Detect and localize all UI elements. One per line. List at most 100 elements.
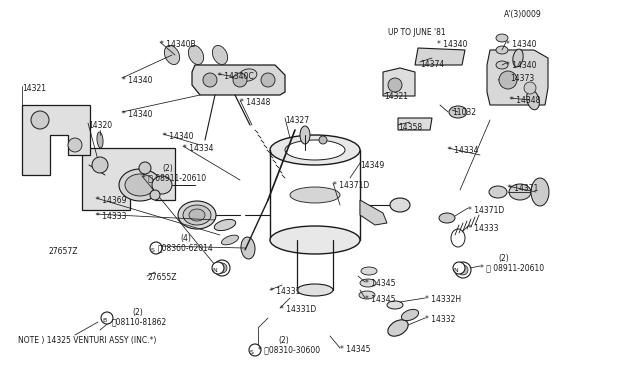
Text: * 14371D: * 14371D — [468, 205, 504, 215]
Text: NOTE ) 14325 VENTURI ASSY (INC.*): NOTE ) 14325 VENTURI ASSY (INC.*) — [18, 336, 156, 344]
Circle shape — [92, 157, 108, 173]
Text: * 14371: * 14371 — [508, 183, 538, 192]
Text: 14374: 14374 — [420, 60, 444, 68]
Circle shape — [203, 73, 217, 87]
Circle shape — [458, 265, 468, 275]
Circle shape — [101, 312, 113, 324]
Text: 14321: 14321 — [384, 92, 408, 100]
Text: * 14331D: * 14331D — [280, 305, 316, 314]
Text: 27657Z: 27657Z — [48, 247, 77, 257]
Circle shape — [453, 262, 465, 274]
Text: * 14340: * 14340 — [163, 131, 193, 141]
Ellipse shape — [164, 45, 180, 64]
Ellipse shape — [270, 135, 360, 165]
Ellipse shape — [496, 34, 508, 42]
Circle shape — [68, 138, 82, 152]
Text: Ⓜ08360-62014: Ⓜ08360-62014 — [158, 244, 214, 253]
Ellipse shape — [239, 69, 257, 81]
Ellipse shape — [319, 136, 327, 144]
Ellipse shape — [300, 126, 310, 144]
Polygon shape — [192, 65, 285, 95]
Text: * 14333: * 14333 — [96, 212, 127, 221]
Text: S: S — [250, 350, 254, 356]
Text: 14320: 14320 — [88, 121, 112, 129]
Text: * Ⓢ08310-30600: * Ⓢ08310-30600 — [258, 346, 320, 355]
Text: 14321: 14321 — [22, 83, 46, 93]
Polygon shape — [383, 68, 415, 96]
Ellipse shape — [449, 106, 467, 118]
Text: (2): (2) — [278, 336, 289, 344]
Text: UP TO JUNE '81: UP TO JUNE '81 — [388, 28, 445, 36]
Text: * 14340: * 14340 — [437, 39, 467, 48]
Ellipse shape — [152, 176, 172, 194]
Text: * 14340C: * 14340C — [218, 71, 253, 80]
Text: 14373: 14373 — [510, 74, 534, 83]
Text: * 14334: * 14334 — [448, 145, 479, 154]
Text: 27655Z: 27655Z — [147, 273, 177, 282]
Ellipse shape — [178, 201, 216, 229]
Text: * Ⓞ 08911-20610: * Ⓞ 08911-20610 — [480, 263, 544, 273]
Text: * 14371D: * 14371D — [333, 180, 369, 189]
Text: (4): (4) — [180, 234, 191, 243]
Ellipse shape — [97, 132, 103, 148]
Polygon shape — [360, 200, 387, 225]
Text: * 14345: * 14345 — [340, 346, 371, 355]
Circle shape — [233, 73, 247, 87]
Ellipse shape — [509, 184, 531, 200]
Circle shape — [249, 344, 261, 356]
Circle shape — [261, 73, 275, 87]
Text: * 14340: * 14340 — [122, 109, 152, 119]
Text: * 14345: * 14345 — [365, 295, 396, 305]
Circle shape — [139, 162, 151, 174]
Polygon shape — [22, 105, 90, 175]
Text: (2): (2) — [162, 164, 173, 173]
Text: * 14334: * 14334 — [183, 144, 214, 153]
Polygon shape — [415, 48, 465, 65]
Ellipse shape — [390, 198, 410, 212]
Ellipse shape — [401, 310, 419, 321]
Ellipse shape — [388, 320, 408, 336]
Ellipse shape — [361, 267, 377, 275]
Text: * 14340: * 14340 — [506, 39, 536, 48]
Text: * Ⓞ 08911-20610: * Ⓞ 08911-20610 — [142, 173, 206, 183]
Circle shape — [150, 190, 160, 200]
Ellipse shape — [531, 178, 549, 206]
Text: 14349: 14349 — [360, 160, 384, 170]
Polygon shape — [487, 50, 548, 105]
Text: * 14340: * 14340 — [506, 61, 536, 70]
Text: * 14332: * 14332 — [425, 315, 456, 324]
Circle shape — [499, 71, 517, 89]
Text: S: S — [151, 248, 155, 253]
Ellipse shape — [496, 61, 508, 69]
Text: * 14333: * 14333 — [468, 224, 499, 232]
Circle shape — [524, 82, 536, 94]
Polygon shape — [398, 118, 432, 130]
Ellipse shape — [290, 187, 340, 203]
Ellipse shape — [496, 46, 508, 54]
Ellipse shape — [212, 45, 228, 64]
Text: (2): (2) — [498, 253, 509, 263]
Text: * 14369: * 14369 — [96, 196, 127, 205]
Text: N: N — [454, 269, 458, 273]
Text: 14327: 14327 — [285, 115, 309, 125]
Ellipse shape — [183, 205, 211, 225]
Text: * 14331: * 14331 — [270, 288, 300, 296]
Ellipse shape — [513, 49, 523, 67]
Text: N: N — [212, 269, 218, 273]
Ellipse shape — [359, 291, 375, 299]
Text: * 14340: * 14340 — [122, 76, 152, 84]
Text: 14358: 14358 — [398, 122, 422, 131]
Ellipse shape — [119, 169, 161, 201]
Ellipse shape — [439, 213, 455, 223]
Text: * 14348: * 14348 — [510, 96, 540, 105]
Polygon shape — [82, 148, 175, 210]
Ellipse shape — [188, 45, 204, 64]
Ellipse shape — [270, 226, 360, 254]
Text: (2): (2) — [132, 308, 143, 317]
Ellipse shape — [221, 235, 239, 245]
Circle shape — [217, 263, 227, 273]
Ellipse shape — [189, 209, 205, 221]
Text: * 14340B: * 14340B — [160, 39, 196, 48]
Text: B: B — [102, 318, 106, 324]
Ellipse shape — [241, 237, 255, 259]
